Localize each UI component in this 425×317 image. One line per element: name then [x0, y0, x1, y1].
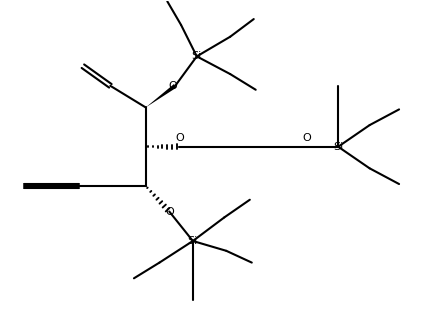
- Polygon shape: [146, 84, 176, 107]
- Text: O: O: [303, 133, 311, 143]
- Text: O: O: [165, 206, 174, 217]
- Text: Si: Si: [192, 51, 202, 61]
- Text: O: O: [176, 133, 184, 143]
- Text: Si: Si: [188, 236, 198, 246]
- Text: O: O: [169, 81, 178, 91]
- Text: Si: Si: [333, 142, 343, 152]
